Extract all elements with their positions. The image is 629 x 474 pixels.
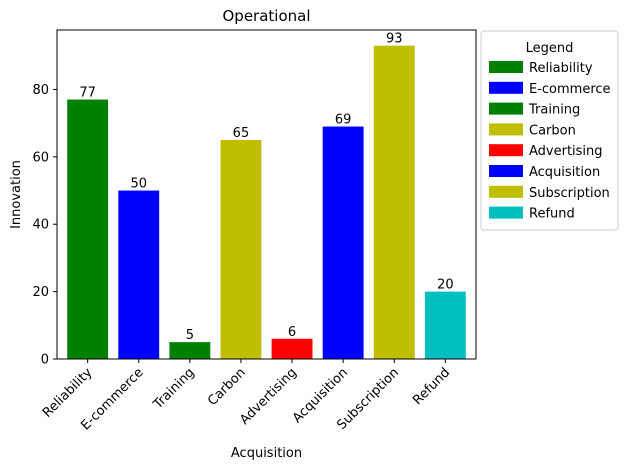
- x-axis-label: Acquisition: [231, 446, 302, 461]
- value-label: 93: [386, 32, 403, 47]
- y-axis-label: Innovation: [9, 160, 24, 229]
- legend-swatch: [489, 165, 523, 177]
- y-tick-label: 40: [32, 218, 49, 233]
- bar-e-commerce: [118, 190, 160, 359]
- legend-entry: Acquisition: [529, 165, 600, 180]
- value-label: 6: [288, 325, 296, 340]
- legend-entry: E-commerce: [529, 82, 611, 97]
- legend-swatch: [489, 102, 523, 115]
- x-tick-label: Carbon: [205, 365, 249, 409]
- legend-entry: Carbon: [529, 123, 576, 138]
- value-label: 20: [437, 278, 454, 293]
- y-tick-label: 20: [32, 285, 49, 300]
- legend-swatch: [489, 123, 523, 136]
- bar-refund: [424, 291, 466, 359]
- value-label: 77: [79, 86, 96, 101]
- y-axis: 0 20 40 60 80: [32, 83, 57, 368]
- bar-advertising: [271, 338, 313, 359]
- x-tick-label: Refund: [410, 365, 453, 408]
- y-tick-label: 0: [41, 353, 49, 368]
- plot-frame: [56, 29, 477, 360]
- value-label: 50: [130, 177, 147, 192]
- value-label: 65: [233, 126, 250, 141]
- x-tick-label: Reliability: [40, 365, 96, 421]
- chart-title: Operational: [222, 7, 310, 25]
- y-tick-label: 80: [32, 83, 49, 98]
- y-tick-label: 60: [32, 150, 49, 165]
- legend: Legend Reliability E-commerce Training Carbo…: [480, 30, 619, 231]
- legend-entry: Advertising: [529, 144, 603, 159]
- value-label: 69: [335, 113, 352, 128]
- x-tick-label: Training: [150, 365, 198, 413]
- legend-swatch: [489, 206, 523, 219]
- legend-title: Legend: [526, 41, 574, 56]
- legend-swatch: [489, 81, 523, 94]
- legend-entry: Reliability: [529, 61, 593, 76]
- legend-swatch: [489, 144, 523, 157]
- bars: [67, 45, 466, 360]
- legend-swatch: [489, 61, 523, 73]
- legend-entry: Refund: [529, 207, 575, 222]
- legend-entry: Training: [528, 103, 580, 118]
- bar-carbon: [220, 140, 262, 359]
- legend-swatch: [489, 185, 523, 198]
- value-labels: 77 50 5 65 6 69 93 20: [79, 32, 453, 343]
- bar-subscription: [373, 45, 415, 360]
- legend-entry: Subscription: [529, 186, 610, 201]
- legend-box: [480, 30, 619, 231]
- bar-training: [169, 342, 211, 359]
- bar-reliability: [67, 99, 109, 359]
- bar-acquisition: [322, 126, 364, 359]
- value-label: 5: [186, 328, 194, 343]
